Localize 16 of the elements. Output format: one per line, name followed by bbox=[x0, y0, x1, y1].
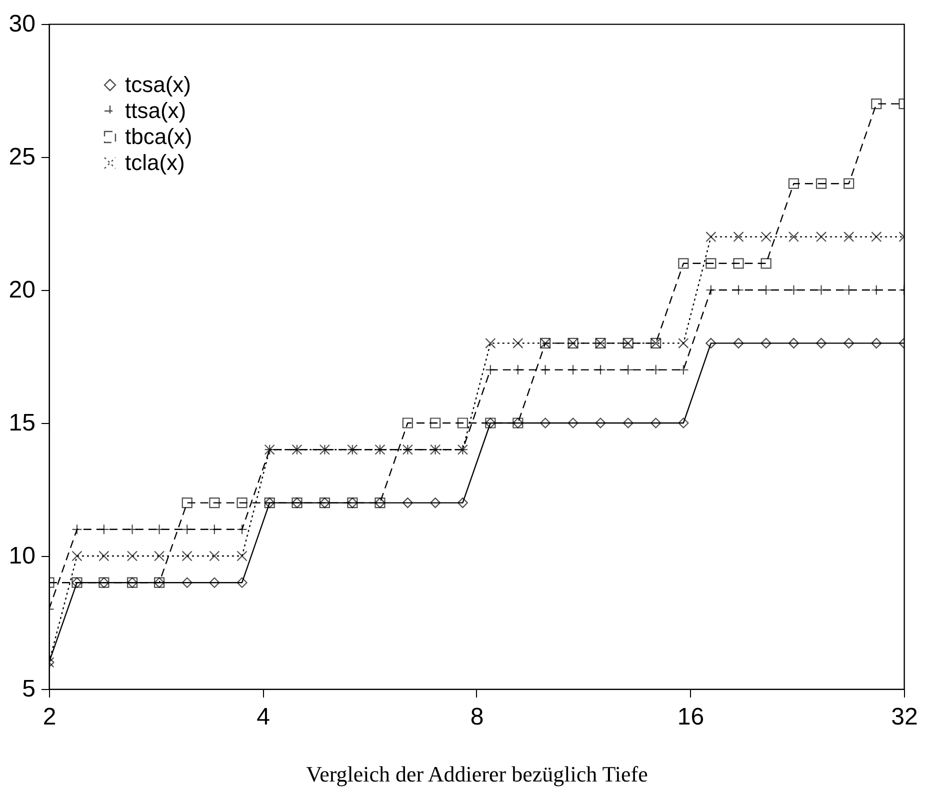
x-tick-label: 32 bbox=[891, 704, 918, 730]
y-tick-label: 5 bbox=[22, 676, 36, 702]
x-axis-title: Vergleich der Addierer bezüglich Tiefe bbox=[306, 762, 648, 786]
legend-label: ttsa(x) bbox=[125, 98, 186, 123]
x-tick-label: 2 bbox=[42, 704, 56, 730]
y-tick-label: 25 bbox=[8, 144, 36, 170]
x-tick-label: 16 bbox=[677, 704, 704, 730]
y-tick-label: 10 bbox=[8, 542, 36, 570]
legend-label: tbca(x) bbox=[125, 124, 192, 149]
y-tick-label: 20 bbox=[8, 276, 36, 304]
y-tick-label: 15 bbox=[8, 410, 36, 436]
x-tick-label: 4 bbox=[256, 704, 270, 730]
y-tick-label: 30 bbox=[8, 10, 36, 38]
x-tick-label: 8 bbox=[470, 704, 484, 730]
legend-label: tcsa(x) bbox=[125, 72, 191, 97]
legend-label: tcla(x) bbox=[125, 150, 185, 175]
